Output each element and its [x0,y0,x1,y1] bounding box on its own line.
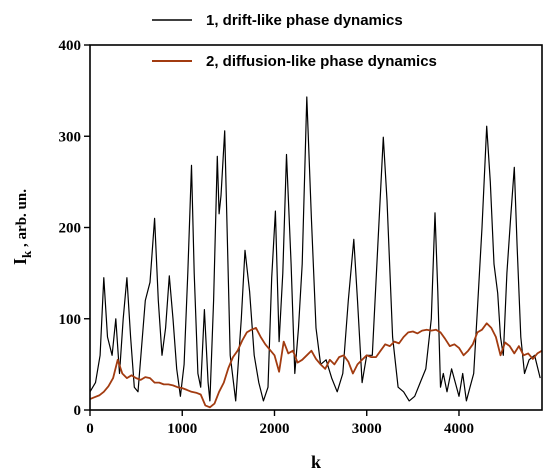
x-axis-label: k [311,452,321,472]
y-axis-label-sub: k [19,250,34,258]
x-tick-label: 3000 [352,421,382,437]
y-tick-label: 0 [74,403,82,419]
y-tick-label: 300 [59,129,82,145]
y-tick-label: 100 [59,312,82,328]
y-tick-label: 200 [59,221,82,237]
legend-label-2: 2, diffusion-like phase dynamics [206,53,437,70]
series-line-1 [89,96,541,402]
series-layer [89,96,543,409]
ticks-layer: 0 1000 2000 3000 4000 0 100 200 300 400 [59,38,474,437]
x-tick-label: 4000 [444,421,474,437]
x-tick-label: 0 [86,421,94,437]
legend: 1, drift-like phase dynamics 2, diffusio… [152,12,437,70]
series-line-2 [89,322,543,409]
y-axis-label-rest: , arb. un. [14,189,30,251]
y-axis-label-main: I [10,258,30,265]
x-tick-label: 1000 [167,421,197,437]
y-tick-label: 400 [59,38,82,54]
legend-label-1: 1, drift-like phase dynamics [206,12,403,29]
y-axis-label: Ik , arb. un. [10,189,34,265]
x-tick-label: 2000 [259,421,289,437]
